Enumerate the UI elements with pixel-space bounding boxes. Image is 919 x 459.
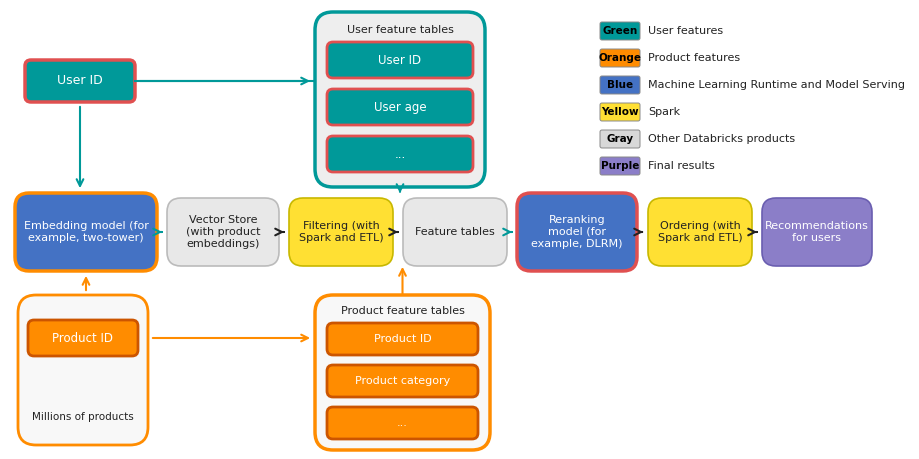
FancyBboxPatch shape (25, 60, 135, 102)
Text: Machine Learning Runtime and Model Serving: Machine Learning Runtime and Model Servi… (647, 80, 904, 90)
FancyBboxPatch shape (599, 76, 640, 94)
Text: Spark: Spark (647, 107, 679, 117)
FancyBboxPatch shape (167, 198, 278, 266)
Text: Embedding model (for
example, two-tower): Embedding model (for example, two-tower) (24, 221, 148, 243)
FancyBboxPatch shape (599, 49, 640, 67)
FancyBboxPatch shape (403, 198, 506, 266)
Text: Millions of products: Millions of products (32, 412, 134, 422)
Text: Reranking
model (for
example, DLRM): Reranking model (for example, DLRM) (530, 215, 622, 249)
Text: Feature tables: Feature tables (414, 227, 494, 237)
Text: User age: User age (373, 101, 425, 113)
FancyBboxPatch shape (326, 136, 472, 172)
Text: Product ID: Product ID (52, 331, 113, 345)
FancyBboxPatch shape (599, 22, 640, 40)
FancyBboxPatch shape (326, 407, 478, 439)
Text: User ID: User ID (378, 54, 421, 67)
FancyBboxPatch shape (599, 130, 640, 148)
FancyBboxPatch shape (516, 193, 636, 271)
FancyBboxPatch shape (599, 157, 640, 175)
FancyBboxPatch shape (15, 193, 157, 271)
FancyBboxPatch shape (289, 198, 392, 266)
Text: Product category: Product category (355, 376, 449, 386)
Text: User ID: User ID (57, 74, 103, 88)
FancyBboxPatch shape (599, 103, 640, 121)
Text: Yellow: Yellow (600, 107, 638, 117)
Text: Green: Green (602, 26, 637, 36)
Text: Final results: Final results (647, 161, 714, 171)
Text: Product features: Product features (647, 53, 739, 63)
Text: Filtering (with
Spark and ETL): Filtering (with Spark and ETL) (299, 221, 383, 243)
Text: Vector Store
(with product
embeddings): Vector Store (with product embeddings) (186, 215, 260, 249)
Text: ...: ... (394, 147, 405, 161)
Text: Other Databricks products: Other Databricks products (647, 134, 794, 144)
Text: Orange: Orange (598, 53, 641, 63)
FancyBboxPatch shape (326, 323, 478, 355)
Text: Gray: Gray (606, 134, 633, 144)
Text: Ordering (with
Spark and ETL): Ordering (with Spark and ETL) (657, 221, 742, 243)
Text: Product feature tables: Product feature tables (340, 306, 464, 316)
FancyBboxPatch shape (647, 198, 751, 266)
FancyBboxPatch shape (314, 12, 484, 187)
Text: Product ID: Product ID (373, 334, 431, 344)
FancyBboxPatch shape (28, 320, 138, 356)
FancyBboxPatch shape (326, 365, 478, 397)
Text: User features: User features (647, 26, 722, 36)
Text: Purple: Purple (600, 161, 639, 171)
Text: Blue: Blue (607, 80, 632, 90)
Text: ...: ... (397, 418, 407, 428)
FancyBboxPatch shape (314, 295, 490, 450)
FancyBboxPatch shape (18, 295, 148, 445)
Text: Recommendations
for users: Recommendations for users (765, 221, 868, 243)
FancyBboxPatch shape (326, 42, 472, 78)
FancyBboxPatch shape (761, 198, 871, 266)
Text: User feature tables: User feature tables (346, 25, 453, 35)
FancyBboxPatch shape (326, 89, 472, 125)
